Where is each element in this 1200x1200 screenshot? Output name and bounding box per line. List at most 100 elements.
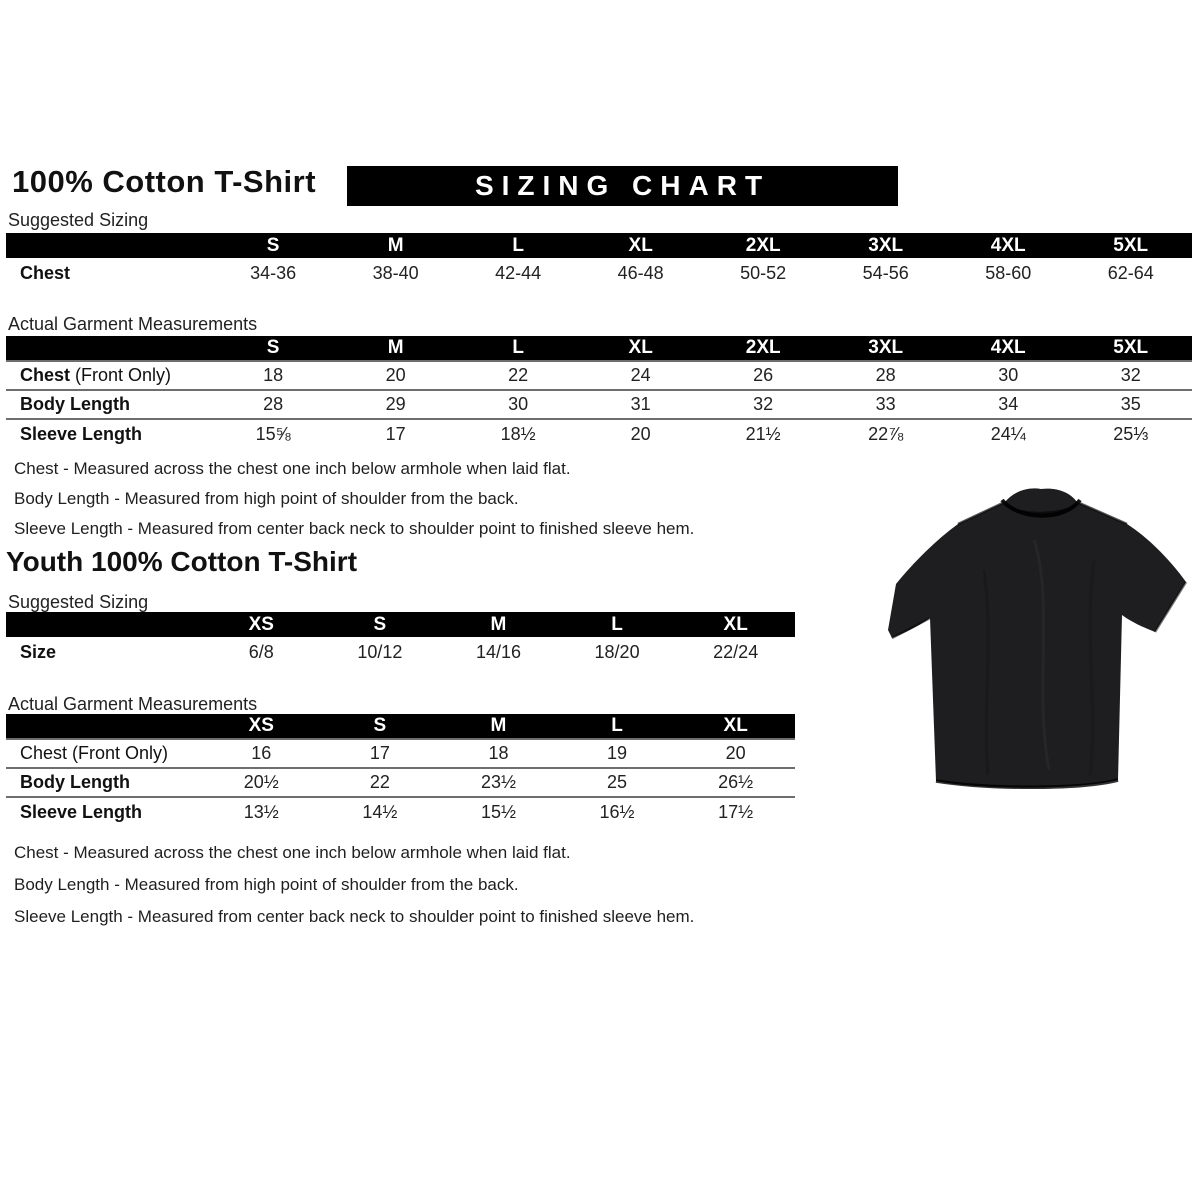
measurement-cell: 17: [334, 418, 457, 448]
size-column-header: S: [211, 233, 335, 258]
note-body-length: Body Length - Measured from high point o…: [14, 875, 519, 894]
size-column-header: M: [439, 714, 558, 739]
measurement-cell: 30: [946, 360, 1070, 390]
size-column-header: 4XL: [946, 233, 1070, 258]
empty-header-cell: [6, 612, 202, 637]
measurement-cell: 34-36: [250, 263, 297, 283]
measurement-cell: 14½: [320, 796, 440, 826]
row-label-chest: Chest: [20, 263, 71, 283]
measurement-cell: 32: [701, 389, 825, 419]
measurement-cell: 18/20: [594, 642, 640, 662]
measurement-cell: 42-44: [495, 263, 542, 283]
measurement-cell: 16: [201, 738, 321, 768]
measurement-cell: 20: [579, 418, 702, 448]
measurement-cell: 18: [439, 738, 558, 768]
measurement-cell: 28: [824, 360, 947, 390]
table-header-row: XS S M L XL: [6, 612, 795, 637]
measurement-cell: 24: [579, 360, 702, 390]
youth-actual-measurements-table: XS S M L XL Chest (Front Only) 16 17 18 …: [6, 714, 795, 826]
note-sleeve-length: Sleeve Length - Measured from center bac…: [14, 907, 695, 926]
measurement-cell: 29: [334, 389, 457, 419]
row-label-text: Chest: [20, 365, 71, 385]
measurement-cell: 22: [456, 360, 580, 390]
table-row: Body Length 28 29 30 31 32 33 34 35: [6, 389, 1192, 419]
measurement-cell: 22/24: [713, 642, 759, 662]
size-column-header: 2XL: [701, 336, 825, 361]
table-row: Sleeve Length 15⅝ 17 18½ 20 21½ 22⅞ 24¼ …: [6, 418, 1192, 448]
measurement-cell: 58-60: [985, 263, 1032, 283]
note-chest: Chest - Measured across the chest one in…: [14, 459, 571, 478]
youth-suggested-sizing-label: Suggested Sizing: [8, 592, 149, 612]
measurement-cell: 14/16: [475, 642, 521, 662]
measurement-cell: 20: [676, 738, 795, 768]
size-column-header: S: [320, 714, 440, 739]
measurement-cell: 30: [456, 389, 580, 419]
size-column-header: M: [334, 336, 457, 361]
note-chest: Chest - Measured across the chest one in…: [14, 843, 571, 862]
measurement-cell: 46-48: [617, 263, 664, 283]
adult-actual-measurements-label: Actual Garment Measurements: [8, 314, 258, 334]
size-column-header: L: [557, 612, 677, 637]
youth-suggested-sizing-table: XS S M L XL Size 6/8 10/12 14/16 18/20 2…: [6, 612, 795, 668]
empty-header-cell: [6, 233, 212, 258]
measurement-cell: 25⅓: [1069, 418, 1192, 448]
size-column-header: L: [557, 714, 677, 739]
youth-section-title: Youth 100% Cotton T-Shirt: [6, 546, 358, 577]
table-row: Chest (Front Only) 18 20 22 24 26 28 30 3…: [6, 360, 1192, 390]
row-label-chest-front-only: Chest (Front Only): [6, 738, 202, 768]
row-label-size: Size: [20, 642, 57, 662]
empty-header-cell: [6, 714, 202, 739]
size-column-header: XL: [579, 336, 702, 361]
size-column-header: XL: [676, 612, 795, 637]
measurement-cell: 34: [946, 389, 1070, 419]
size-column-header: 4XL: [946, 336, 1070, 361]
measurement-cell: 28: [211, 389, 335, 419]
table-header-row: S M L XL 2XL 3XL 4XL 5XL: [6, 233, 1192, 258]
measurement-cell: 6/8: [248, 642, 274, 662]
size-column-header: XS: [201, 612, 321, 637]
adult-suggested-sizing-table: S M L XL 2XL 3XL 4XL 5XL Chest 34-36 38-…: [6, 233, 1192, 289]
measurement-cell: 16½: [557, 796, 677, 826]
measurement-cell: 23½: [439, 767, 558, 797]
measurement-cell: 18: [211, 360, 335, 390]
table-row: Chest 34-36 38-40 42-44 46-48 50-52 54-5…: [6, 258, 1192, 289]
note-sleeve-length: Sleeve Length - Measured from center bac…: [14, 519, 695, 538]
row-label-sleeve-length: Sleeve Length: [6, 418, 212, 448]
empty-header-cell: [6, 336, 212, 361]
size-column-header: 3XL: [824, 233, 947, 258]
black-tshirt-icon: [888, 488, 1188, 789]
table-header-row: XS S M L XL: [6, 714, 795, 739]
measurement-cell: 22⅞: [824, 418, 947, 448]
size-column-header: 5XL: [1069, 233, 1192, 258]
measurement-cell: 38-40: [372, 263, 419, 283]
size-column-header: S: [320, 612, 440, 637]
adult-actual-measurements-table: S M L XL 2XL 3XL 4XL 5XL Chest (Front Onl…: [6, 336, 1192, 448]
measurement-cell: 33: [824, 389, 947, 419]
size-column-header: 2XL: [701, 233, 825, 258]
measurement-cell: 54-56: [862, 263, 909, 283]
measurement-cell: 17: [320, 738, 440, 768]
measurement-cell: 25: [557, 767, 677, 797]
measurement-cell: 31: [579, 389, 702, 419]
adult-section-title: 100% Cotton T-Shirt: [12, 164, 317, 199]
measurement-cell: 21½: [701, 418, 825, 448]
measurement-cell: 35: [1069, 389, 1192, 419]
row-label-chest-front-only: Chest (Front Only): [6, 360, 212, 390]
youth-measurement-notes: Chest - Measured across the chest one in…: [14, 843, 694, 939]
row-label-sleeve-length: Sleeve Length: [6, 796, 202, 826]
measurement-cell: 62-64: [1107, 263, 1154, 283]
row-label-suffix: (Front Only): [75, 365, 172, 385]
table-row: Body Length 20½ 22 23½ 25 26½: [6, 767, 795, 797]
measurement-cell: 32: [1069, 360, 1192, 390]
measurement-cell: 19: [557, 738, 677, 768]
table-row: Chest (Front Only) 16 17 18 19 20: [6, 738, 795, 768]
note-body-length: Body Length - Measured from high point o…: [14, 489, 519, 508]
measurement-cell: 20½: [201, 767, 321, 797]
size-column-header: XL: [676, 714, 795, 739]
measurement-cell: 20: [334, 360, 457, 390]
youth-actual-measurements-label: Actual Garment Measurements: [8, 694, 258, 714]
size-column-header: 3XL: [824, 336, 947, 361]
measurement-cell: 26½: [676, 767, 795, 797]
table-header-row: S M L XL 2XL 3XL 4XL 5XL: [6, 336, 1192, 361]
